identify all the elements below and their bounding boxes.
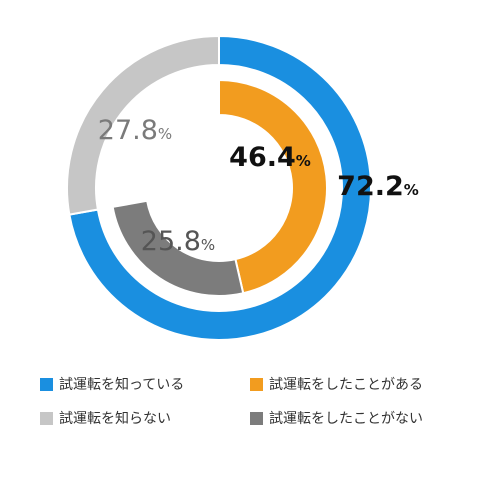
inner-ring-label-0: 46.4% — [229, 142, 311, 173]
legend-item-knows: 試運転を知っている — [40, 374, 240, 394]
legend-swatch-has-not-done — [250, 411, 263, 425]
legend-swatch-knows — [40, 377, 53, 391]
inner-ring-label-1: 25.8% — [141, 226, 215, 257]
outer-ring-slice-1 — [66, 34, 220, 216]
legend-label-has-not-done: 試運転をしたことがない — [269, 411, 423, 427]
legend-item-has-done: 試運転をしたことがある — [250, 374, 450, 394]
legend-label-has-done: 試運転をしたことがある — [269, 377, 423, 393]
legend-item-does-not-know: 試運転を知らない — [40, 408, 240, 428]
outer-ring-label-1: 27.8% — [98, 115, 172, 146]
legend-swatch-does-not-know — [40, 411, 53, 425]
outer-ring-slice-0 — [68, 34, 372, 341]
legend-label-does-not-know: 試運転を知らない — [59, 411, 171, 427]
legend-item-has-not-done: 試運転をしたことがない — [250, 408, 450, 428]
outer-ring-label-0: 72.2% — [337, 171, 419, 202]
legend-swatch-has-done — [250, 377, 263, 391]
chart-legend: 試運転を知っている 試運転をしたことがある 試運転を知らない 試運転をしたことが… — [40, 374, 460, 428]
legend-label-knows: 試運転を知っている — [59, 377, 185, 393]
inner-ring-slice-1 — [111, 199, 245, 297]
double-donut-chart: 72.2% 27.8% 46.4% 25.8% — [66, 34, 419, 341]
inner-ring-slice-0 — [218, 78, 328, 295]
